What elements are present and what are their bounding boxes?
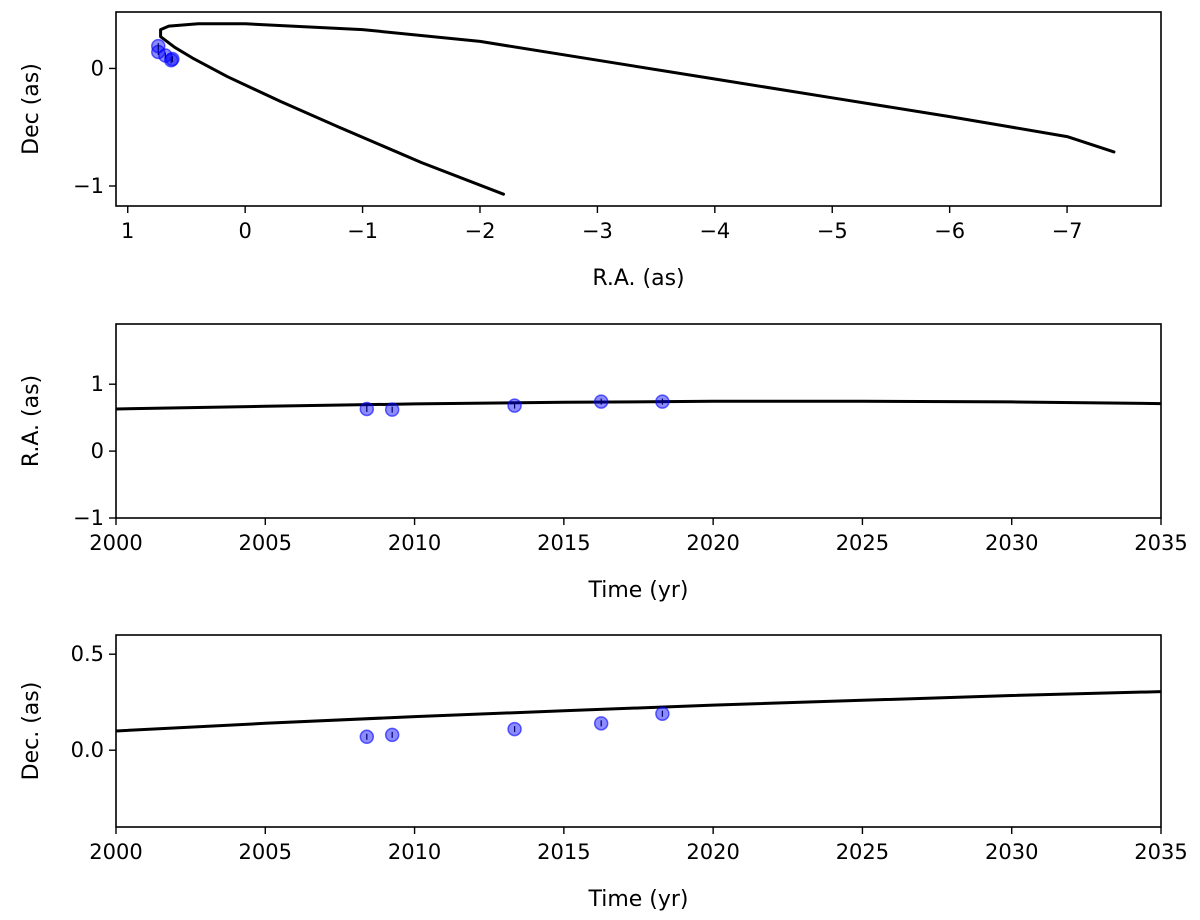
dec-vs-time-panel: 2000 2005 2010 2015 2020 2025 2030 2035 0.5 0.0 T… bbox=[19, 634, 1188, 912]
dec-panel-x-axis-label: Time (yr) bbox=[587, 887, 688, 912]
ra-observation-point bbox=[384, 402, 400, 417]
ra-observation-point bbox=[507, 398, 522, 413]
ra-model-curve bbox=[116, 399, 1161, 411]
orbit-panel-ticks: 1 0 −1 −2 −3 −4 −5 −6 −7 0 −1 bbox=[73, 56, 1083, 243]
dec-plot-area bbox=[116, 690, 1161, 745]
dec-y-tick-label: 0.5 bbox=[71, 642, 104, 666]
ra-x-tick-label: 2020 bbox=[686, 531, 739, 555]
dec-x-tick-label: 2010 bbox=[388, 840, 441, 864]
ra-x-tick-label: 2015 bbox=[537, 531, 590, 555]
dec-x-tick-label: 2030 bbox=[985, 840, 1038, 864]
orbit-x-tick-label: −6 bbox=[934, 219, 965, 243]
orbit-panel-y-axis-label: Dec (as) bbox=[19, 63, 44, 155]
ra-y-tick-label: 0 bbox=[91, 439, 104, 463]
orbit-x-tick-label: −2 bbox=[465, 219, 496, 243]
orbit-panel-frame bbox=[115, 11, 1162, 207]
orbit-x-tick-label: −3 bbox=[582, 219, 613, 243]
orbit-y-tick-label: −1 bbox=[73, 174, 104, 198]
dec-model-curve bbox=[116, 690, 1161, 733]
ra-x-tick-label: 2030 bbox=[985, 531, 1038, 555]
orbit-y-tick-label: 0 bbox=[91, 56, 104, 80]
ra-observation-point bbox=[593, 394, 609, 409]
dec-panel-frame bbox=[115, 634, 1162, 828]
dec-panel-y-axis-label: Dec. (as) bbox=[19, 682, 44, 781]
dec-x-tick-label: 2005 bbox=[239, 840, 292, 864]
ra-x-tick-label: 2035 bbox=[1134, 531, 1187, 555]
dec-x-tick-label: 2020 bbox=[686, 840, 739, 864]
ra-vs-time-panel: 2000 2005 2010 2015 2020 2025 2030 2035 1 0 −1 Tim… bbox=[19, 323, 1188, 603]
dec-x-tick-label: 2025 bbox=[836, 840, 889, 864]
orbit-panel-x-axis-label: R.A. (as) bbox=[592, 266, 684, 291]
dec-observation-point bbox=[507, 721, 522, 737]
dec-observation-point bbox=[593, 716, 609, 731]
ra-panel-frame bbox=[115, 323, 1162, 519]
dec-x-tick-label: 2035 bbox=[1134, 840, 1187, 864]
dec-observation-point bbox=[384, 727, 400, 743]
ra-observation-point bbox=[359, 401, 375, 417]
dec-panel-ticks: 2000 2005 2010 2015 2020 2025 2030 2035 0.5 0.0 bbox=[71, 642, 1188, 864]
ra-x-tick-label: 2000 bbox=[89, 531, 142, 555]
ra-x-tick-label: 2005 bbox=[239, 531, 292, 555]
orbit-x-tick-label: −5 bbox=[817, 219, 848, 243]
dec-observation-point bbox=[359, 729, 375, 745]
orbit-x-tick-label: 1 bbox=[121, 219, 134, 243]
dec-x-tick-label: 2015 bbox=[537, 840, 590, 864]
ra-panel-y-axis-label: R.A. (as) bbox=[19, 375, 44, 467]
orbit-x-tick-label: 0 bbox=[238, 219, 251, 243]
ra-x-tick-label: 2025 bbox=[836, 531, 889, 555]
dec-x-tick-label: 2000 bbox=[89, 840, 142, 864]
dec-y-tick-label: 0.0 bbox=[71, 738, 104, 762]
orbit-x-tick-label: −4 bbox=[699, 219, 730, 243]
ra-y-tick-label: −1 bbox=[73, 506, 104, 530]
orbit-observation-point bbox=[151, 38, 166, 54]
orbit-panel: 1 0 −1 −2 −3 −4 −5 −6 −7 0 −1 R.A. (as) Dec (as) bbox=[19, 11, 1162, 291]
orbit-x-tick-label: −1 bbox=[347, 219, 378, 243]
orbit-plot-area bbox=[151, 22, 1116, 196]
ra-y-tick-label: 1 bbox=[91, 372, 104, 396]
ra-panel-x-axis-label: Time (yr) bbox=[587, 578, 688, 603]
ra-plot-area bbox=[116, 394, 1161, 417]
orbit-model-curve bbox=[159, 22, 1116, 196]
orbit-x-tick-label: −7 bbox=[1052, 219, 1083, 243]
ra-x-tick-label: 2010 bbox=[388, 531, 441, 555]
dec-observation-point bbox=[655, 706, 670, 721]
ra-panel-ticks: 2000 2005 2010 2015 2020 2025 2030 2035 1 0 −1 bbox=[73, 372, 1188, 555]
orbit-observation-point bbox=[165, 51, 180, 67]
ra-observation-point bbox=[655, 394, 670, 409]
